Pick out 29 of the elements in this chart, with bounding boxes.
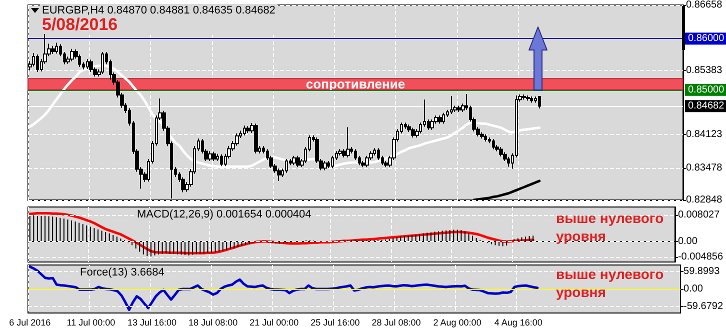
y-tick-label: 59.8993 [684,266,720,277]
y-tick-label: 0.82848 [686,194,723,206]
y-tick-label: -59.6792 [684,300,724,312]
y-tick-label: 0.008027 [678,209,720,220]
x-tick-label: 11 Jul 00:00 [66,318,116,328]
x-tick-label: 2 Aug 00:00 [433,318,482,328]
ref-line-label: 0.86000 [688,33,725,44]
x-tick-label: 18 Jul 08:00 [188,318,238,328]
y-tick-label: 0.83478 [686,162,723,174]
x-tick-label: 25 Jul 16:00 [310,318,360,328]
x-tick-label: 21 Jul 00:00 [250,318,299,328]
chart-title: MACD(12,26,9) 0.001654 0.000404 [137,208,312,220]
x-tick-label: 6 Jul 2016 [9,318,51,328]
text: выше нулевого уровня [556,209,665,245]
text: 5/08/2016 [42,15,118,34]
chart-title: Force(13) 3.6684 [80,266,164,278]
y-tick-label: -0.004856 [678,252,724,263]
chart-title: EURGBP,H4 0.84870 0.84881 0.84635 0.84682 [42,4,276,16]
x-tick-label: 13 Jul 16:00 [127,318,177,328]
y-tick-label: 0.00 [684,284,704,294]
ref-line-label: 0.85000 [688,84,725,96]
y-tick-label: 0.86658 [686,0,723,10]
ref-line-label: 0.84682 [688,100,725,112]
y-tick-label: 0.84123 [686,129,723,140]
band-label: сопротивление [306,76,406,92]
y-tick-label: 0.85383 [686,64,723,76]
y-tick-label: 0.00 [678,236,698,247]
x-tick-label: 28 Jul 08:00 [372,318,421,328]
x-tick-label: 4 Aug 16:00 [494,318,542,328]
